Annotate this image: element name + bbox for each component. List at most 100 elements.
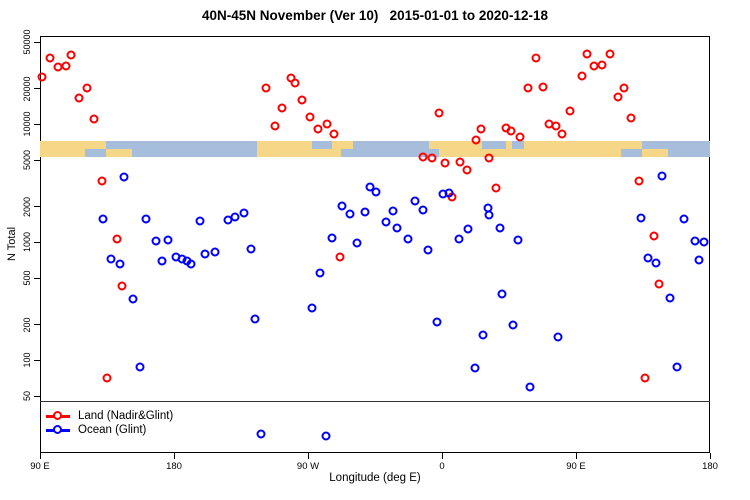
land-data-point xyxy=(418,152,428,162)
map-band-mixed-top xyxy=(84,141,106,149)
ocean-data-point xyxy=(321,431,331,441)
land-data-point xyxy=(277,103,287,113)
map-band-water xyxy=(132,141,258,157)
ocean-data-point xyxy=(128,294,138,304)
ocean-data-point xyxy=(694,255,704,265)
map-band-mixed-top xyxy=(620,141,642,149)
x-tick-mark xyxy=(709,453,711,459)
y-tick-mark xyxy=(34,241,40,243)
land-data-point xyxy=(74,93,84,103)
y-tick-label: 200 xyxy=(22,317,32,333)
land-data-point xyxy=(305,112,315,122)
land-data-point xyxy=(329,129,339,139)
y-tick-label: 1000 xyxy=(22,232,32,253)
ocean-data-point xyxy=(432,317,442,327)
ocean-data-point xyxy=(135,362,145,372)
map-band-mixed-bottom xyxy=(482,149,506,157)
y-tick-label: 50 xyxy=(22,390,32,402)
land-data-point xyxy=(97,176,107,186)
ocean-data-point xyxy=(239,208,249,218)
ocean-data-point xyxy=(508,320,518,330)
legend-item-land: Land (Nadir&Glint) xyxy=(46,409,173,423)
land-data-point xyxy=(649,231,659,241)
ocean-data-point xyxy=(195,216,205,226)
x-tick-label: 90 W xyxy=(296,461,320,472)
x-tick-mark xyxy=(39,453,41,459)
ocean-data-point xyxy=(115,259,125,269)
map-band-land xyxy=(331,141,341,157)
ocean-data-point xyxy=(163,235,173,245)
ocean-data-point xyxy=(418,205,428,215)
ocean-data-point xyxy=(657,171,667,181)
x-axis-title: Longitude (deg E) xyxy=(329,472,421,484)
ocean-data-point xyxy=(186,259,196,269)
map-band-mixed-bottom xyxy=(428,149,440,157)
map-band-land xyxy=(40,141,85,157)
ocean-data-point xyxy=(470,363,480,373)
land-data-point xyxy=(434,108,444,118)
ocean-data-point xyxy=(200,249,210,259)
x-tick-label: 90 E xyxy=(30,461,50,472)
land-data-point xyxy=(605,49,615,59)
ocean-data-point xyxy=(423,245,433,255)
y-tick-label: 50000 xyxy=(22,29,32,55)
map-band-mixed-bottom xyxy=(620,149,642,157)
land-data-point xyxy=(455,157,465,167)
x-tick-mark xyxy=(575,453,577,459)
map-band-mixed-top xyxy=(641,141,669,149)
land-data-point xyxy=(634,176,644,186)
land-data-point xyxy=(102,373,112,383)
y-tick-mark xyxy=(34,359,40,361)
ocean-data-point xyxy=(651,258,661,268)
ocean-data-point xyxy=(371,187,381,197)
ocean-data-point xyxy=(410,196,420,206)
x-tick-label: 0 xyxy=(439,461,445,472)
land-data-point xyxy=(565,106,575,116)
ocean-data-point xyxy=(553,332,563,342)
land-data-point xyxy=(270,121,280,131)
land-data-point xyxy=(112,234,122,244)
map-band-mixed-top xyxy=(105,141,133,149)
land-data-point xyxy=(462,165,472,175)
ocean-data-point xyxy=(478,330,488,340)
legend-line-ocean xyxy=(46,424,70,434)
map-band-land xyxy=(523,141,621,157)
y-tick-label: 100 xyxy=(22,352,32,368)
map-band-land xyxy=(506,141,512,157)
y-tick-mark xyxy=(34,277,40,279)
ocean-data-point xyxy=(365,182,375,192)
land-data-point xyxy=(89,114,99,124)
ocean-data-point xyxy=(106,254,116,264)
legend-label-land: Land (Nadir&Glint) xyxy=(78,410,174,422)
land-data-point xyxy=(551,121,561,131)
y-tick-label: 2000 xyxy=(22,196,32,217)
map-band-mixed-bottom xyxy=(641,149,669,157)
ocean-data-point xyxy=(484,210,494,220)
map-band-mixed-bottom xyxy=(511,149,524,157)
ocean-data-point xyxy=(246,244,256,254)
land-data-point xyxy=(654,279,664,289)
ocean-data-point xyxy=(210,247,220,257)
map-band-mixed-bottom xyxy=(84,149,106,157)
x-tick-mark xyxy=(307,453,309,459)
map-band-land xyxy=(257,141,313,157)
ocean-data-point xyxy=(151,236,161,246)
ocean-data-point xyxy=(250,314,260,324)
ocean-data-point xyxy=(98,214,108,224)
land-data-point xyxy=(619,83,629,93)
land-data-point xyxy=(577,71,587,81)
x-tick-label: 90 E xyxy=(566,461,586,472)
y-tick-mark xyxy=(34,123,40,125)
map-band-mixed-bottom xyxy=(312,149,332,157)
ocean-data-point xyxy=(327,233,337,243)
map-band-mixed-top xyxy=(482,141,506,149)
ocean-data-point xyxy=(513,235,523,245)
ocean-data-point xyxy=(352,238,362,248)
map-band-mixed-top xyxy=(428,141,440,149)
land-data-point xyxy=(515,132,525,142)
y-tick-label: 5000 xyxy=(22,149,32,171)
y-tick-mark xyxy=(34,159,40,161)
land-data-point xyxy=(613,92,623,102)
ocean-data-point xyxy=(256,429,266,439)
land-data-point xyxy=(37,72,47,82)
